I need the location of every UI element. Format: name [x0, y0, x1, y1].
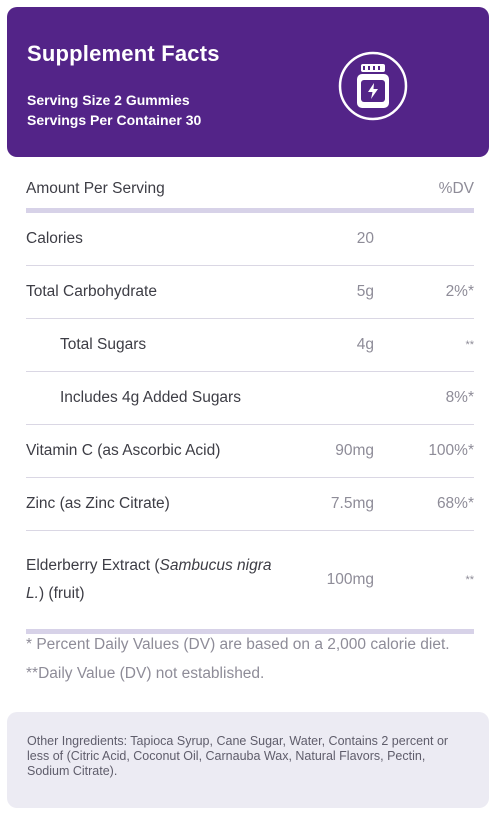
nutrient-name: Vitamin C (as Ascorbic Acid)	[26, 442, 221, 459]
nutrient-amount: 7.5mg	[330, 495, 374, 512]
botanical-name: Sambucus nigra L.	[26, 557, 272, 602]
nutrient-name-prefix: Elderberry Extract (	[26, 557, 160, 574]
nutrition-table: Amount Per Serving %DV Calories 20 Total…	[26, 170, 474, 634]
amount-per-serving-label: Amount Per Serving	[26, 180, 165, 197]
nutrient-name-suffix: ) (fruit)	[38, 585, 85, 602]
table-row: Zinc (as Zinc Citrate) 7.5mg 68%*	[26, 478, 474, 531]
supplement-jar-icon	[338, 51, 408, 121]
nutrient-dv: 68%*	[436, 495, 474, 512]
nutrient-name: Calories	[26, 230, 83, 247]
nutrient-dv: 100%*	[428, 442, 474, 459]
nutrient-name: Total Carbohydrate	[26, 283, 157, 300]
nutrient-dv: 2%*	[445, 283, 474, 300]
table-row: Vitamin C (as Ascorbic Acid) 90mg 100%*	[26, 425, 474, 478]
other-ingredients-text: Other Ingredients: Tapioca Syrup, Cane S…	[27, 734, 449, 778]
dv-column-label: %DV	[438, 180, 474, 197]
table-row: Total Carbohydrate 5g 2%*	[26, 266, 474, 319]
table-row: Elderberry Extract (Sambucus nigra L.) (…	[26, 531, 474, 634]
nutrient-amount: 100mg	[326, 571, 374, 588]
nutrient-name: Elderberry Extract (Sambucus nigra L.) (…	[26, 552, 286, 608]
nutrient-dv: 8%*	[445, 389, 474, 406]
servings-per-container: Servings Per Container 30	[27, 112, 202, 128]
serving-size: Serving Size 2 Gummies	[27, 92, 190, 108]
table-row: Includes 4g Added Sugars 8%*	[26, 372, 474, 425]
nutrient-dv: **	[465, 574, 474, 586]
supplement-facts-header: Supplement Facts Serving Size 2 Gummies …	[7, 7, 489, 157]
nutrient-name: Total Sugars	[60, 336, 147, 353]
nutrient-amount: 5g	[356, 283, 374, 300]
nutrient-amount: 90mg	[335, 442, 374, 459]
panel-title: Supplement Facts	[27, 41, 220, 66]
table-row: Total Sugars 4g **	[26, 319, 474, 372]
dv-footnote: * Percent Daily Values (DV) are based on…	[26, 636, 450, 682]
nutrient-amount: 20	[356, 230, 374, 247]
nutrient-name: Includes 4g Added Sugars	[60, 389, 241, 406]
nutrient-amount: 4g	[356, 336, 374, 353]
other-ingredients-box: Other Ingredients: Tapioca Syrup, Cane S…	[7, 712, 489, 808]
nutrient-dv: **	[465, 339, 474, 351]
table-header-row: Amount Per Serving %DV	[26, 170, 474, 213]
nutrient-name: Zinc (as Zinc Citrate)	[26, 495, 170, 512]
table-row: Calories 20	[26, 213, 474, 266]
